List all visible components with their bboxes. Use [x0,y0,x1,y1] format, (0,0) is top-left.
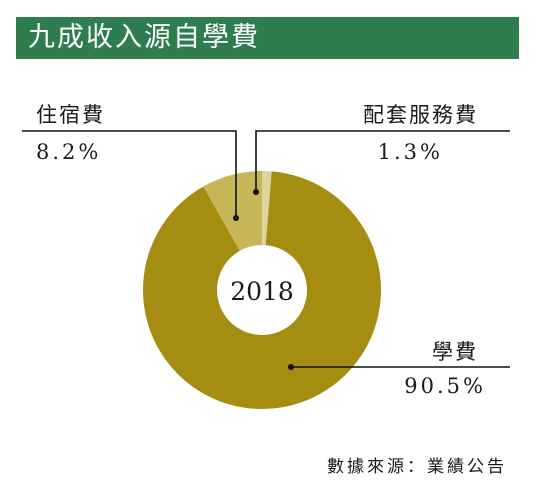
slice-label-tuition: 學費 [432,340,478,364]
slice-label-accommodation: 住宿費 [36,103,105,127]
slice-value-services: 1.3% [378,140,443,164]
center-year-label: 2018 [230,277,294,306]
title-bar: 九成收入源自學費 [16,17,519,59]
leader-dot-tuition [288,364,294,370]
leader-dot-services [253,189,259,195]
leader-dot-accommodation [233,215,239,221]
donut-hole [217,245,307,335]
slice-value-tuition: 90.5% [404,374,486,398]
leader-line-services [255,130,510,192]
leader-line-accommodation [22,130,237,218]
data-source: 數據來源：業績公告 [327,457,507,477]
slice-label-services: 配套服務費 [363,103,478,127]
slice-value-accommodation: 8.2% [36,140,101,164]
chart-title: 九成收入源自學費 [28,22,260,53]
